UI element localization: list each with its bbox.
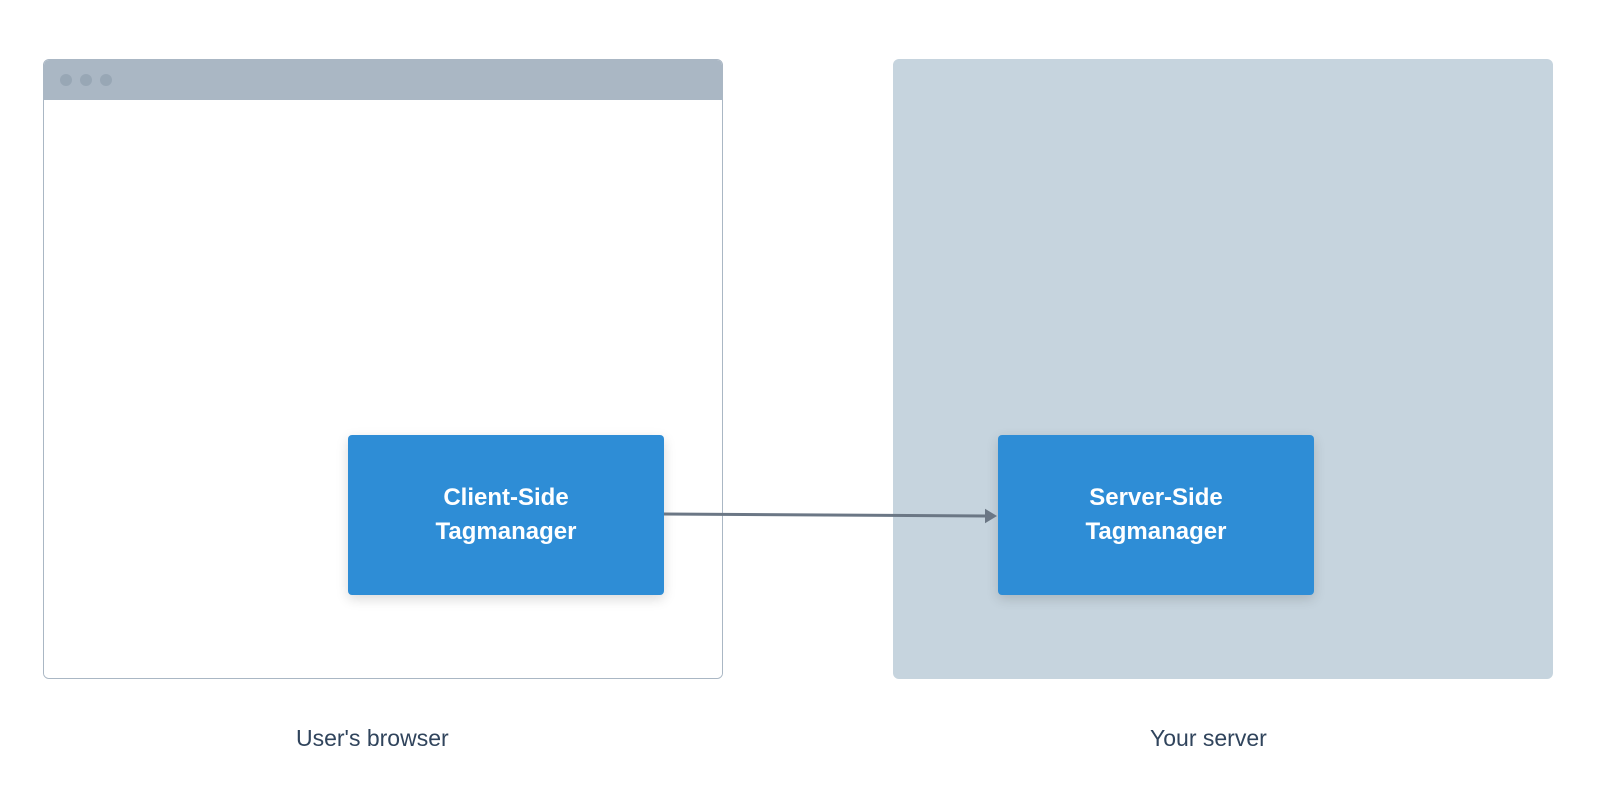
client-tag-block: Client-Side Tagmanager [348,435,664,595]
browser-titlebar [44,60,722,100]
arrow-icon [644,494,1017,536]
server-caption: Your server [1150,725,1267,752]
traffic-light-icon [80,74,92,86]
server-tag-line2: Tagmanager [1086,515,1227,549]
traffic-light-icon [100,74,112,86]
server-tag-block: Server-Side Tagmanager [998,435,1314,595]
client-tag-line1: Client-Side [443,481,568,515]
diagram-container: Client-Side Tagmanager Server-Side Tagma… [0,0,1600,787]
traffic-light-icon [60,74,72,86]
client-tag-line2: Tagmanager [436,515,577,549]
browser-caption: User's browser [296,725,449,752]
server-tag-line1: Server-Side [1089,481,1222,515]
